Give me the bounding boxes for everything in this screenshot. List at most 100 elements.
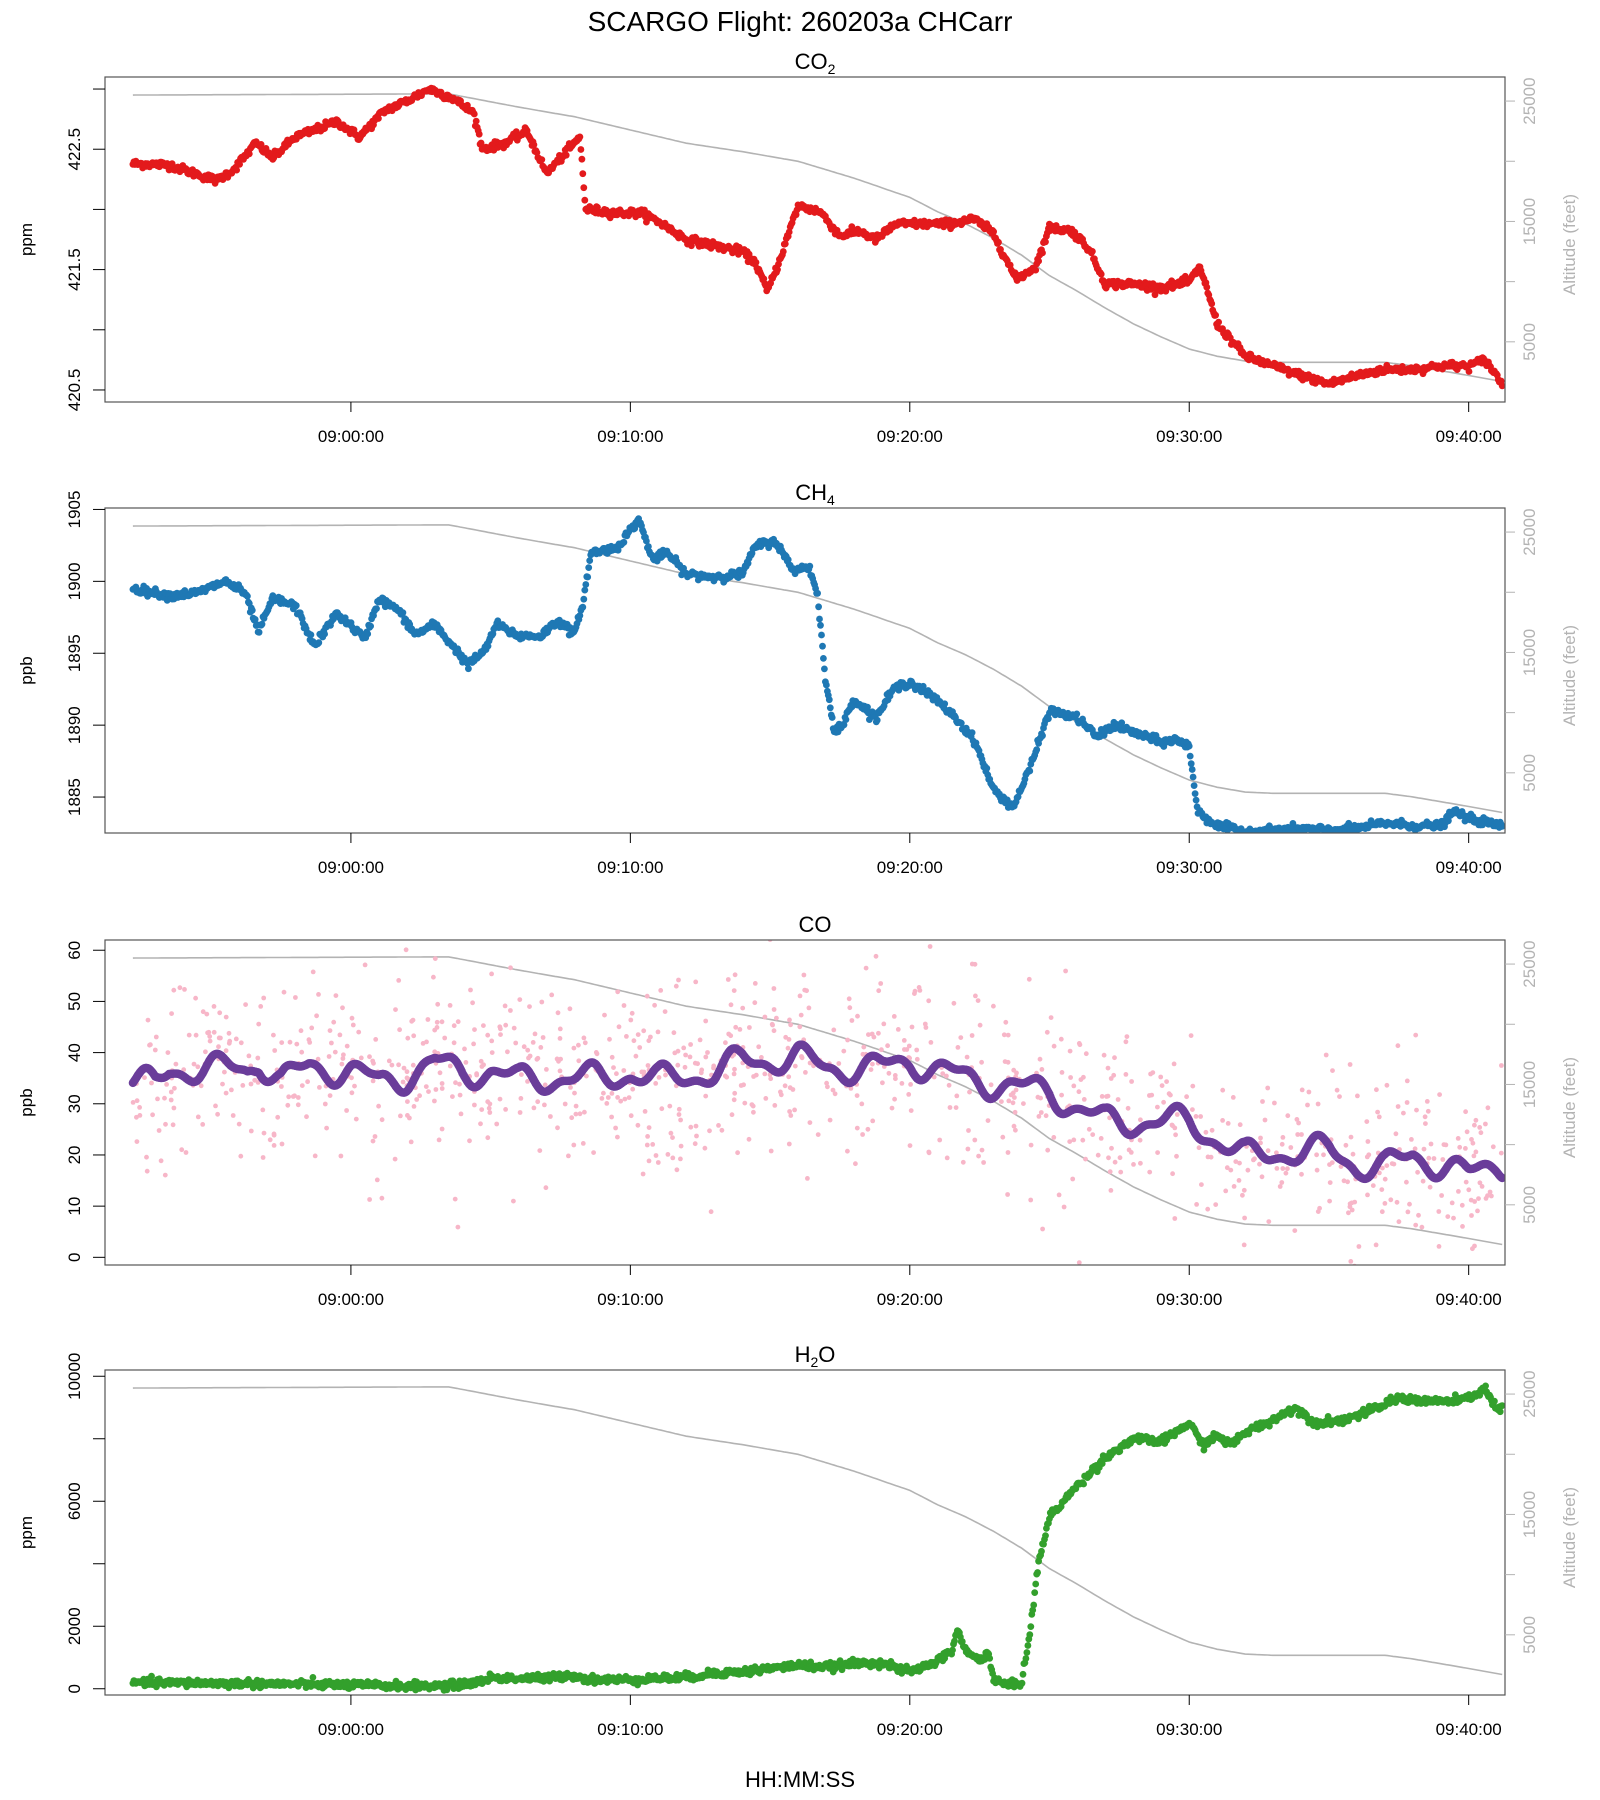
raw-point (337, 1032, 343, 1038)
raw-point (928, 1040, 934, 1045)
raw-point (637, 1045, 643, 1050)
raw-point (1158, 1074, 1164, 1080)
raw-point (1437, 1092, 1442, 1097)
data-point (821, 665, 828, 673)
raw-point (573, 1103, 579, 1109)
data-point (315, 639, 323, 647)
raw-point (678, 1156, 683, 1162)
raw-point (960, 1159, 966, 1165)
raw-point (1230, 1095, 1236, 1100)
raw-point (1188, 1033, 1194, 1038)
raw-point (271, 1143, 277, 1148)
raw-point (1168, 1092, 1173, 1098)
raw-point (737, 1027, 743, 1032)
raw-point (229, 1087, 234, 1093)
raw-point (191, 1061, 197, 1067)
raw-point (670, 1135, 675, 1140)
raw-point (668, 1130, 674, 1136)
raw-point (432, 1049, 438, 1055)
raw-point (1469, 1137, 1474, 1142)
raw-point (662, 1009, 668, 1014)
raw-point (485, 1135, 491, 1141)
raw-point (688, 1042, 693, 1047)
raw-point (370, 1078, 376, 1084)
raw-point (511, 1198, 516, 1204)
panel-title: CH4 (795, 480, 835, 508)
raw-point (1043, 1113, 1049, 1119)
raw-point (801, 972, 807, 978)
raw-point (1099, 1094, 1105, 1099)
raw-point (749, 1102, 755, 1107)
raw-point (1164, 1079, 1169, 1084)
raw-point (272, 1048, 278, 1053)
x-tick-label: 09:10:00 (597, 427, 663, 446)
data-point (983, 764, 991, 772)
raw-point (168, 1089, 174, 1095)
raw-point (497, 1024, 503, 1030)
raw-point (489, 971, 494, 977)
raw-point (646, 1125, 652, 1130)
raw-point (577, 1111, 583, 1117)
raw-point (937, 1137, 943, 1143)
raw-point (453, 1080, 458, 1086)
data-point (233, 166, 241, 174)
raw-point (1148, 1071, 1153, 1077)
raw-point (1288, 1145, 1294, 1150)
data-point (1039, 732, 1046, 740)
raw-point (1498, 1150, 1504, 1156)
raw-point (1348, 1134, 1354, 1140)
raw-point (1416, 1212, 1421, 1218)
raw-point (1013, 1127, 1018, 1133)
raw-point (1045, 1147, 1051, 1153)
raw-point (310, 969, 316, 975)
raw-point (1424, 1099, 1430, 1104)
raw-point (1194, 1202, 1199, 1207)
raw-point (976, 1153, 981, 1159)
raw-point (731, 988, 737, 993)
data-point (364, 630, 372, 638)
raw-point (999, 1099, 1004, 1104)
raw-point (944, 1155, 950, 1161)
raw-point (729, 1112, 735, 1118)
data-point (579, 170, 587, 178)
raw-point (371, 1060, 376, 1066)
raw-point (785, 1045, 791, 1051)
raw-point (207, 1038, 213, 1044)
raw-points (130, 940, 1504, 1265)
raw-point (901, 1038, 907, 1043)
raw-point (807, 1060, 813, 1066)
raw-point (571, 1142, 577, 1148)
raw-point (771, 1028, 777, 1034)
raw-point (1422, 1114, 1428, 1120)
raw-point (1376, 1114, 1382, 1120)
raw-point (855, 1013, 860, 1019)
raw-point (655, 1029, 661, 1035)
raw-point (782, 1083, 788, 1089)
raw-point (1306, 1089, 1312, 1095)
raw-point (532, 1031, 538, 1037)
raw-point (628, 1017, 634, 1023)
data-point (375, 115, 382, 122)
data-point (585, 564, 593, 571)
raw-point (676, 1112, 682, 1117)
raw-point (646, 1038, 652, 1044)
raw-point (797, 1024, 803, 1030)
raw-point (479, 1107, 485, 1112)
raw-point (220, 1081, 225, 1087)
raw-point (392, 1156, 398, 1162)
raw-point (1196, 1145, 1202, 1151)
raw-point (1409, 1137, 1414, 1142)
raw-point (451, 1040, 457, 1046)
raw-point (879, 1047, 884, 1053)
raw-point (1343, 1142, 1349, 1148)
raw-point (1393, 1131, 1399, 1137)
raw-point (912, 991, 917, 996)
raw-point (1193, 1114, 1199, 1119)
data-point (1187, 760, 1195, 768)
raw-point (582, 1109, 587, 1115)
raw-point (711, 1063, 717, 1069)
raw-point (1427, 1184, 1433, 1190)
raw-point (352, 1083, 357, 1089)
raw-point (940, 1071, 946, 1076)
raw-point (487, 1110, 493, 1115)
